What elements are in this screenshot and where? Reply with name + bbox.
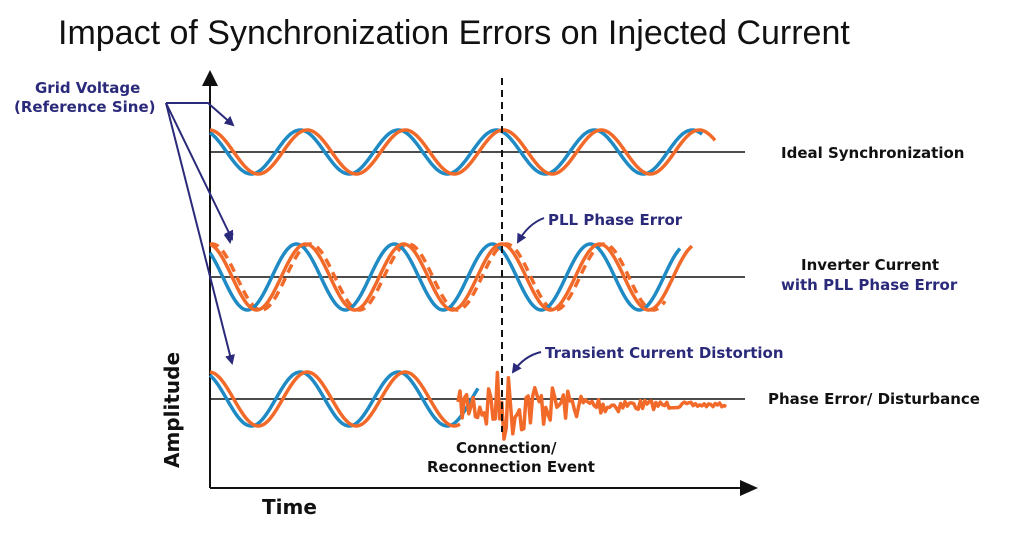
pointer-pll-diagonal	[165, 102, 234, 241]
y-axis-arrowhead	[202, 70, 218, 86]
grid-voltage-wave-pll	[208, 242, 682, 312]
reference-label-line2: (Reference Sine)	[14, 98, 155, 116]
x-axis-arrowhead	[740, 480, 758, 496]
pointer-disturbance-diagonal	[165, 102, 235, 365]
pointer-ideal	[166, 102, 235, 127]
reference-label-line1: Grid Voltage	[35, 79, 140, 97]
inverter-current-wave-ideal	[209, 128, 717, 176]
x-axis-label: Time	[262, 495, 317, 519]
event-label-line1: Connection/	[456, 439, 557, 457]
row-pll-error-waves	[208, 242, 694, 312]
row-disturbance-waves	[208, 370, 728, 441]
figure-title: Impact of Synchronization Errors on Inje…	[58, 14, 850, 52]
grid-voltage-wave-ideal	[208, 128, 704, 176]
pll-phase-error-label: PLL Phase Error	[548, 211, 683, 229]
inverter-current-wave-disturbance	[209, 370, 461, 428]
event-label-line2: Reconnection Event	[427, 458, 595, 476]
inverter-current-dashed-wave	[209, 242, 667, 312]
row-label-ideal: Ideal Synchronization	[781, 144, 964, 162]
row-ideal-waves	[208, 128, 717, 176]
row-label-pll-line2: with PLL Phase Error	[781, 276, 958, 294]
transient-distortion-wave	[456, 370, 728, 441]
transient-distortion-arrow	[511, 351, 542, 374]
pll-phase-error-arrow	[517, 217, 545, 244]
transient-distortion-label: Transient Current Distortion	[545, 344, 784, 362]
y-axis-label: Amplitude	[160, 352, 184, 468]
reference-pointers	[165, 102, 235, 365]
row-label-disturbance: Phase Error/ Disturbance	[768, 390, 980, 408]
row-label-pll-line1: Inverter Current	[801, 256, 939, 274]
inverter-current-wave-pll	[209, 242, 694, 312]
